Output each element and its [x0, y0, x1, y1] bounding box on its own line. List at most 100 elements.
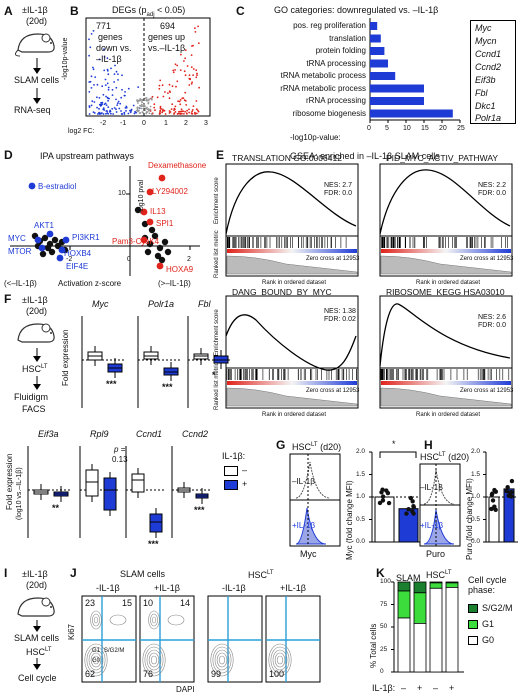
panel-label-b: B: [70, 4, 79, 18]
ipa-label-hoxa9: HOXA9: [166, 265, 194, 274]
volcano-point: [176, 113, 179, 115]
volcano-point: [125, 110, 127, 112]
volcano-point: [111, 89, 114, 91]
volcano-point: [112, 113, 115, 115]
gsea-nes: NES: 2.6: [478, 314, 507, 321]
volcano-point: [184, 100, 187, 102]
significance-bracket: [379, 451, 417, 458]
volcano-point: [107, 73, 110, 76]
volcano-point: [103, 69, 106, 72]
volcano-point: [88, 54, 90, 57]
panel-label-k: K: [376, 566, 385, 580]
volcano-point: [196, 72, 198, 75]
gsea-fdr: FDR: 0.02: [324, 316, 356, 323]
go-bar: [370, 84, 424, 93]
gsea-fdr: FDR: 0.0: [478, 322, 507, 329]
arrow-i1: [33, 620, 41, 632]
volcano-point: [185, 104, 188, 106]
panel-f-ylabel-bottom: Fold expression: [5, 453, 14, 510]
panel-b-ylabel: -log10p-value: [62, 37, 69, 80]
volcano-point: [183, 60, 185, 62]
cycle-ytick: 0: [380, 668, 384, 675]
volcano-point: [90, 87, 93, 89]
volcano-point: [113, 73, 116, 75]
volcano-point: [179, 103, 182, 106]
panel-d-title: IPA upstream pathways: [40, 151, 134, 161]
volcano-point: [188, 74, 191, 76]
panel-f-fluidigm: Fluidigm: [14, 392, 49, 402]
volcano-point: [185, 112, 188, 115]
volcano-point: [162, 110, 165, 112]
mouse-icon-f: [17, 323, 55, 343]
volcano-point: [115, 70, 118, 73]
myc-ytick: 1.0: [356, 493, 366, 500]
volcano-point: [159, 105, 162, 108]
volcano-point: [194, 27, 196, 29]
go-gene-box: Myc Mycn Ccnd1 Ccnd2 Eif3b Fbl Dkc1 Polr…: [470, 20, 516, 124]
volcano-point: [105, 113, 107, 115]
volcano-point: [159, 79, 162, 82]
boxplot-gene-label: Rpl9: [90, 429, 109, 439]
volcano-point: [88, 91, 91, 93]
boxplot-significance: ***: [162, 382, 173, 392]
go-category-label: tRNA metabolic process: [280, 71, 366, 80]
arrow-a2: [33, 88, 41, 104]
ipa-xlabel-left: (<–IL-1β): [4, 279, 37, 288]
volcano-point: [168, 97, 171, 100]
cycle-bar-chart: [391, 581, 464, 673]
panel-b-title: DEGs (padj < 0.05): [112, 5, 186, 18]
volcano-point: [179, 69, 182, 71]
volcano-point: [101, 112, 103, 114]
volcano-point: [116, 102, 119, 105]
volcano-point: [150, 112, 153, 115]
volcano-point: [197, 42, 200, 44]
cycle-x-sign: +: [417, 683, 423, 693]
boxplot-significance: ***: [194, 505, 205, 515]
flow-quadrant-tr: 15: [122, 598, 133, 608]
volcano-point: [88, 81, 91, 83]
ipa-xtick-2: 2: [187, 256, 191, 263]
cycle-ytick: 50: [380, 623, 388, 630]
flow-condition-label: +IL-1β: [154, 583, 180, 593]
volcano-point: [171, 103, 174, 106]
puro-bar-chart: [483, 451, 518, 543]
volcano-point: [136, 107, 139, 110]
volcano-point: [135, 111, 137, 114]
ipa-label-estradiol: B-estradiol: [38, 182, 77, 191]
flow-group2: HSCLT: [248, 570, 274, 580]
volcano-point: [192, 68, 195, 70]
volcano-point: [115, 86, 118, 89]
go-xtick: 0: [367, 125, 371, 132]
legend-swatch-plus: [224, 480, 238, 490]
legend-label-plus: +: [242, 479, 248, 489]
volcano-point: [133, 112, 136, 115]
volcano-xtick-1: -1: [120, 120, 127, 127]
boxplot: [27, 446, 72, 538]
volcano-point: [159, 107, 162, 109]
volcano-point: [153, 106, 156, 109]
volcano-point: [96, 96, 98, 99]
cycle-bar-segment: [397, 617, 411, 673]
volcano-point: [183, 70, 186, 73]
volcano-plot: [85, 17, 211, 117]
volcano-point: [148, 98, 151, 100]
go-category-label: protein folding: [315, 46, 366, 55]
volcano-point: [132, 104, 135, 107]
arrow-a1: [33, 58, 41, 74]
puro-ytick: 2.0: [471, 448, 481, 455]
volcano-left-line3: down vs.: [96, 43, 132, 53]
boxplot-significance: **: [52, 503, 60, 513]
gsea-curve: [225, 314, 357, 371]
volcano-point: [142, 111, 144, 114]
cycle-ytick: 75: [380, 600, 388, 608]
volcano-point: [142, 105, 145, 108]
legend-swatch-minus: [224, 466, 238, 476]
volcano-point: [194, 31, 197, 33]
cycle-ytick: 25: [380, 645, 388, 653]
volcano-point: [117, 79, 119, 81]
panel-label-c: C: [236, 4, 245, 18]
go-category-label: ribosome biogenesis: [292, 108, 366, 118]
cycle-x-sign: +: [449, 683, 455, 693]
cycle-bar-segment: [445, 582, 459, 588]
volcano-point: [100, 101, 102, 104]
